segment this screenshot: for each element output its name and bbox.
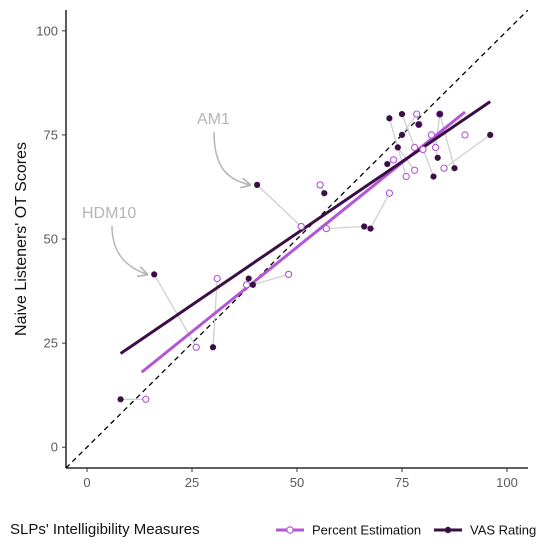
pair-connector <box>401 113 416 148</box>
pair-connector <box>326 225 365 230</box>
vas-rating-point <box>398 131 406 139</box>
percent-estimation-point <box>413 110 421 118</box>
vas-rating-point <box>487 131 494 139</box>
vas-rating-point <box>245 275 252 282</box>
pair-connector <box>369 192 390 229</box>
percent-estimation-point <box>322 224 331 233</box>
vas-rating-point <box>249 281 256 288</box>
vas-rating-point <box>398 110 406 118</box>
vas-rating-fit-line <box>119 100 492 355</box>
percent-estimation-point <box>385 189 394 197</box>
percent-estimation-point <box>142 395 150 403</box>
y-tick-label: 50 <box>44 232 58 247</box>
x-tick-label: 100 <box>496 475 518 490</box>
vas-rating-point <box>151 271 158 278</box>
y-tick-label: 25 <box>44 336 58 351</box>
identity-line-layer <box>66 10 528 468</box>
percent-estimation-point <box>419 145 427 154</box>
percent-estimation-point <box>431 143 440 152</box>
percent-estimation-point <box>284 270 293 279</box>
pair-connector <box>439 113 456 169</box>
annotation-label-hdm10: HDM10 <box>82 205 136 222</box>
pair-connector <box>443 134 491 169</box>
legend-label: VAS Rating <box>470 523 536 538</box>
percent-estimation-point <box>461 131 469 139</box>
vas-rating-point <box>384 160 391 168</box>
vas-rating-point <box>434 154 441 161</box>
y-tick-label: 100 <box>36 23 58 38</box>
vas-rating-point <box>415 121 422 128</box>
percent-estimation-point <box>410 166 419 174</box>
vas-rating-point <box>117 396 124 403</box>
percent-estimation-point <box>410 143 419 152</box>
vas-rating-point <box>386 115 393 122</box>
x-tick-label: 50 <box>290 475 304 490</box>
pair-connector <box>252 273 289 286</box>
percent-estimation-point <box>402 172 410 181</box>
y-tick-label: 75 <box>44 127 58 142</box>
x-tick-label: 25 <box>185 475 199 490</box>
percent-estimation-point <box>242 281 251 289</box>
vas-rating-point <box>254 181 261 188</box>
y-tick-label: 0 <box>51 440 58 455</box>
axes-layer: 0 25 50 75 100 0 25 50 75 100 <box>36 10 528 490</box>
pair-connector <box>256 184 302 227</box>
pair-connector <box>401 113 418 136</box>
pair-connector <box>422 149 435 177</box>
percent-estimation-point <box>213 274 221 283</box>
legend-label: Percent Estimation <box>312 523 421 538</box>
annotation-layer: AM1 HDM10 <box>82 111 250 274</box>
vas-rating-point <box>430 173 437 180</box>
annotation-arrow <box>213 131 250 185</box>
x-tick-label: 75 <box>395 475 409 490</box>
vas-rating-point <box>394 144 401 151</box>
vas-rating-point <box>361 223 368 230</box>
annotation-label-am1: AM1 <box>197 111 230 128</box>
percent-estimation-point <box>427 131 436 139</box>
x-tick-label: 0 <box>83 475 90 490</box>
pair-connector <box>153 274 197 348</box>
percent-estimation-point <box>297 222 305 231</box>
points-layer <box>117 110 494 403</box>
x-axis-title: SLPs' Intelligibility Measures <box>10 521 200 538</box>
vas-rating-point <box>451 165 458 172</box>
percent-estimation-point <box>440 164 448 172</box>
fit-line-layer <box>119 100 492 374</box>
pair-connector <box>434 114 441 148</box>
legend-key-marker <box>444 526 452 534</box>
y-axis-title: Naive Listeners' OT Scores <box>13 142 30 336</box>
percent-estimation-point <box>389 156 398 164</box>
percent-estimation-point <box>192 343 200 351</box>
vas-rating-point <box>209 344 217 351</box>
vas-rating-point <box>367 225 374 232</box>
identity-line <box>66 10 528 468</box>
vas-rating-point <box>436 110 443 118</box>
percent-estimation-point <box>316 181 324 189</box>
annotation-arrow <box>111 225 147 274</box>
legend: SLPs' Intelligibility Measures Percent Es… <box>10 521 536 538</box>
legend-key-marker <box>286 526 294 534</box>
vas-rating-point <box>321 190 328 197</box>
